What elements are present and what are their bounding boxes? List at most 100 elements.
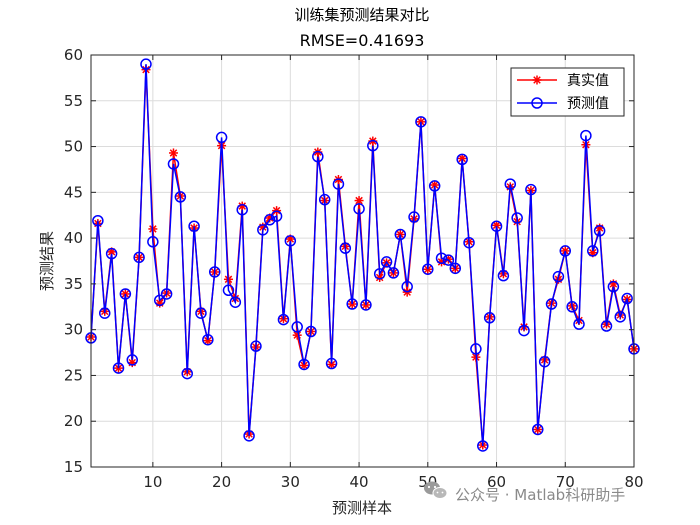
data-point-pred	[208, 266, 221, 278]
data-point-pred	[167, 158, 180, 170]
y-axis-label: 预测结果	[38, 231, 56, 291]
series-predicted-values	[85, 58, 640, 452]
data-point-pred	[195, 307, 207, 319]
legend-marker-true	[532, 75, 542, 85]
data-point-pred	[621, 292, 633, 305]
data-point-pred	[181, 367, 193, 380]
legend: 真实值 预测值	[510, 67, 625, 117]
data-point-pred	[360, 299, 372, 311]
legend-circle	[531, 97, 543, 109]
data-point-pred	[538, 355, 551, 368]
data-point-pred	[250, 340, 262, 352]
data-point-pred	[263, 214, 276, 226]
data-point-pred	[394, 228, 407, 241]
data-point-pred	[456, 153, 468, 166]
data-point-true	[327, 359, 337, 369]
data-point-pred	[477, 440, 489, 452]
x-tick-label: 20	[212, 473, 231, 491]
data-point-true	[492, 220, 502, 230]
data-point-pred	[600, 320, 613, 332]
data-point-pred	[401, 280, 413, 293]
watermark-text: 公众号 · Matlab科研助手	[455, 486, 625, 504]
x-tick-label: 40	[350, 473, 369, 491]
data-point-pred	[270, 210, 283, 222]
data-point-pred	[449, 262, 462, 275]
data-point-pred	[126, 354, 138, 366]
data-point-pred	[305, 325, 317, 338]
data-point-pred	[202, 333, 214, 346]
data-point-pred	[332, 178, 345, 190]
data-point-pred	[277, 313, 290, 326]
data-point-pred	[160, 288, 173, 300]
data-point-pred	[415, 116, 427, 128]
data-point-pred	[105, 247, 118, 260]
data-point-true	[168, 148, 178, 158]
legend-marker-pred	[531, 97, 543, 109]
data-point-pred	[593, 225, 606, 237]
data-point-pred	[353, 203, 365, 215]
data-point-pred	[497, 269, 510, 282]
x-axis-label: 预测样本	[332, 499, 392, 517]
data-point-pred	[422, 263, 434, 275]
legend-asterisk	[532, 75, 542, 85]
data-point-true	[203, 336, 213, 346]
data-point-pred	[339, 242, 352, 254]
data-point-pred	[367, 139, 379, 152]
data-point-pred	[222, 284, 235, 297]
data-point-pred	[607, 280, 620, 293]
data-point-pred	[346, 298, 358, 310]
data-point-pred	[442, 254, 455, 266]
data-point-pred	[312, 150, 324, 163]
data-point-pred	[545, 298, 558, 310]
y-tick-label: 60	[64, 46, 83, 64]
chart-subtitle: RMSE=0.41693	[300, 31, 425, 50]
data-point-pred	[483, 312, 496, 324]
data-point-pred	[428, 180, 441, 192]
data-point-true	[430, 180, 440, 190]
x-tick-label: 80	[624, 473, 643, 491]
x-tick-label: 70	[556, 473, 575, 491]
legend-label-pred: 预测值	[567, 96, 609, 112]
data-point-pred	[215, 131, 228, 144]
data-point-pred	[373, 268, 386, 280]
series-line	[90, 64, 635, 446]
data-point-true	[299, 360, 309, 370]
data-point-pred	[318, 193, 331, 206]
data-point-pred	[435, 252, 448, 265]
legend-box	[510, 67, 625, 117]
y-tick-label: 55	[64, 92, 83, 110]
y-tick-label: 40	[64, 229, 83, 247]
data-point-pred	[119, 288, 132, 300]
series-layer	[85, 58, 640, 452]
data-point-pred	[463, 236, 475, 249]
data-point-pred	[147, 236, 159, 248]
data-point-pred	[408, 211, 420, 223]
x-tick-label: 60	[487, 473, 506, 491]
data-point-pred	[257, 224, 269, 236]
data-point-pred	[92, 214, 104, 227]
y-tick-label: 50	[64, 138, 83, 156]
data-point-pred	[559, 245, 572, 257]
data-point-pred	[140, 58, 152, 70]
data-point-pred	[380, 256, 393, 268]
data-point-pred	[229, 296, 242, 308]
data-point-true	[354, 196, 364, 206]
data-point-pred	[188, 220, 200, 232]
watermark: 公众号 · Matlab科研助手	[424, 481, 625, 504]
chart-title: 训练集预测结果对比	[294, 6, 429, 24]
data-point-pred	[552, 270, 565, 283]
y-tick-label: 30	[64, 321, 83, 339]
y-tick-label: 15	[64, 458, 83, 476]
data-point-pred	[532, 423, 544, 436]
x-tick-label: 10	[143, 473, 162, 491]
data-point-pred	[587, 245, 599, 257]
data-point-pred	[566, 301, 578, 313]
data-point-pred	[153, 294, 166, 307]
data-point-pred	[525, 183, 537, 196]
data-point-pred	[511, 212, 523, 224]
data-point-pred	[325, 357, 338, 370]
y-tick-label: 45	[64, 183, 83, 201]
data-point-pred	[387, 267, 400, 279]
wechat-icon	[424, 481, 448, 499]
